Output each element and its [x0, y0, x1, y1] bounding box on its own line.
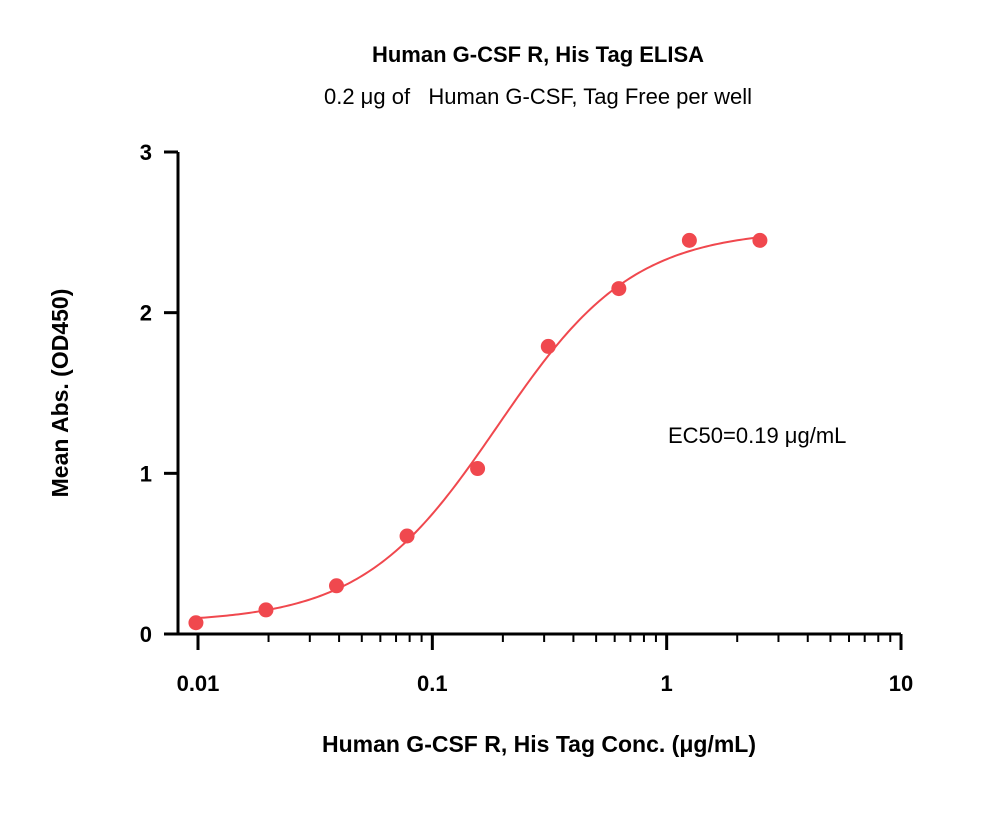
x-tick-label: 0.1 — [417, 671, 448, 696]
y-axis-label: Mean Abs. (OD450) — [47, 289, 73, 498]
data-point — [188, 615, 204, 631]
x-ticks: 0.01 0.1 1 10 — [177, 634, 913, 696]
y-tick-label: 0 — [140, 622, 152, 647]
y-tick-label: 3 — [140, 140, 152, 165]
data-point — [258, 602, 274, 618]
x-tick-label: 0.01 — [177, 671, 220, 696]
y-ticks: 0 1 2 3 — [140, 140, 178, 647]
x-axis-label: Human G-CSF R, His Tag Conc. (μg/mL) — [322, 731, 756, 757]
x-tick-label: 10 — [889, 671, 913, 696]
axes — [176, 152, 901, 636]
data-points — [188, 232, 768, 631]
data-point — [540, 338, 556, 354]
data-point — [329, 578, 345, 594]
x-tick-label: 1 — [661, 671, 673, 696]
ec50-annotation: EC50=0.19 μg/mL — [668, 423, 846, 448]
data-point — [470, 461, 486, 477]
chart-title: Human G-CSF R, His Tag ELISA — [372, 42, 704, 67]
x-minor-ticks — [267, 634, 892, 642]
data-point — [399, 528, 415, 544]
y-tick-label: 2 — [140, 301, 152, 326]
data-point — [752, 232, 768, 248]
chart-subtitle: 0.2 μg of Human G-CSF, Tag Free per well — [324, 84, 752, 109]
data-point — [681, 232, 697, 248]
fit-curve — [195, 236, 761, 620]
data-point — [611, 281, 627, 297]
y-tick-label: 1 — [140, 461, 152, 486]
